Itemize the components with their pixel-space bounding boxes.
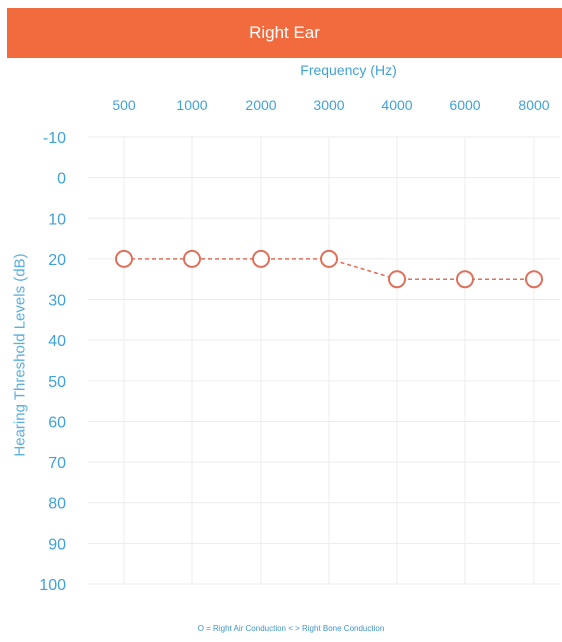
y-tick-label: 20 [48, 252, 66, 269]
y-tick-label: 70 [48, 455, 66, 472]
data-point [115, 249, 133, 268]
data-point [388, 270, 406, 289]
y-tick-labels: -10 0 10 20 30 40 50 60 70 80 90 100 [39, 130, 66, 594]
y-tick-label: 0 [57, 171, 66, 188]
y-tick-label: 30 [48, 293, 66, 310]
x-tick-label: 8000 [518, 97, 549, 113]
chart-title-bar: Right Ear [7, 8, 562, 58]
x-axis-title: Frequency (Hz) [300, 62, 397, 78]
y-tick-label: 80 [48, 496, 66, 513]
y-tick-label: -10 [43, 130, 66, 147]
legend: O = Right Air Conduction < > Right Bone … [197, 624, 385, 633]
chart-title: Right Ear [249, 23, 320, 42]
x-tick-label: 4000 [381, 97, 412, 113]
y-tick-label: 10 [48, 211, 66, 228]
y-tick-label: 90 [48, 536, 66, 553]
y-tick-label: 50 [48, 374, 66, 391]
x-tick-label: 2000 [245, 97, 276, 113]
y-tick-label: 40 [48, 333, 66, 350]
data-point [252, 249, 270, 268]
data-point [525, 270, 543, 289]
data-point [183, 249, 201, 268]
x-tick-label: 500 [112, 97, 136, 113]
grid-lines [88, 136, 560, 585]
y-tick-label: 60 [48, 414, 66, 431]
x-tick-labels: 500 1000 2000 3000 4000 6000 8000 [112, 97, 549, 113]
data-point [456, 270, 474, 289]
x-tick-label: 1000 [176, 97, 207, 113]
series-air-conduction [115, 249, 543, 289]
x-tick-label: 3000 [313, 97, 344, 113]
y-tick-label: 100 [39, 577, 66, 594]
x-tick-label: 6000 [449, 97, 480, 113]
data-point [320, 249, 338, 268]
